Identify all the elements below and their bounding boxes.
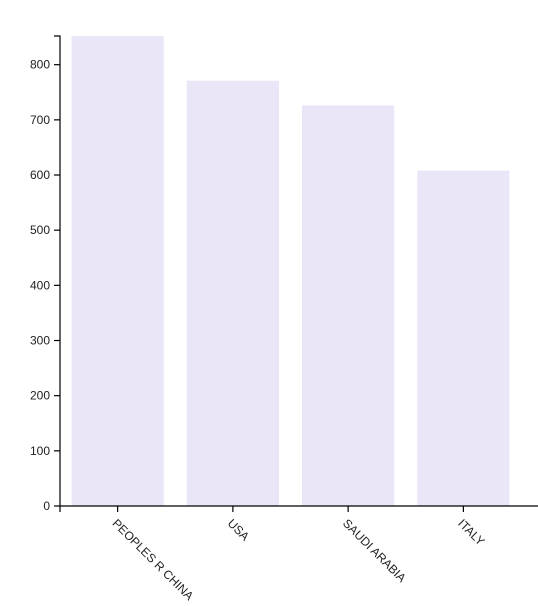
- x-axis: [59, 505, 538, 512]
- x-tick-label: ITALY: [455, 516, 487, 548]
- y-tick-label: 300: [30, 334, 50, 348]
- y-tick-label: 100: [30, 444, 50, 458]
- bar: [417, 170, 510, 506]
- x-tick-label: USA: [225, 516, 252, 543]
- y-tick-label: 800: [30, 58, 50, 72]
- bar: [302, 105, 395, 506]
- x-tick-label: PEOPLES R CHINA: [110, 516, 197, 603]
- bar: [71, 36, 164, 506]
- y-tick-label: 700: [30, 113, 50, 127]
- y-tick-label: 500: [30, 223, 50, 237]
- bar: [186, 80, 279, 506]
- x-tick-label: SAUDI ARABIA: [340, 516, 409, 585]
- y-tick-label: 400: [30, 278, 50, 292]
- y-tick-label: 0: [43, 499, 50, 513]
- y-tick-label: 200: [30, 389, 50, 403]
- y-tick-label: 600: [30, 168, 50, 182]
- y-axis: [54, 35, 61, 506]
